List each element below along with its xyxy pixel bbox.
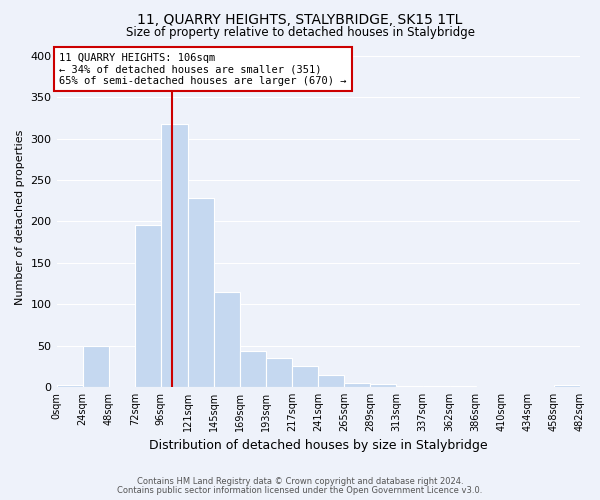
- Bar: [422, 386, 449, 387]
- Bar: [161, 124, 188, 387]
- Bar: [370, 384, 397, 387]
- Text: Size of property relative to detached houses in Stalybridge: Size of property relative to detached ho…: [125, 26, 475, 39]
- Bar: [344, 383, 370, 387]
- Bar: [449, 386, 476, 387]
- Y-axis label: Number of detached properties: Number of detached properties: [15, 130, 25, 305]
- Bar: [83, 346, 109, 387]
- Text: Contains HM Land Registry data © Crown copyright and database right 2024.: Contains HM Land Registry data © Crown c…: [137, 477, 463, 486]
- Bar: [554, 386, 580, 387]
- Bar: [266, 358, 292, 387]
- Bar: [56, 386, 83, 387]
- Text: 11 QUARRY HEIGHTS: 106sqm
← 34% of detached houses are smaller (351)
65% of semi: 11 QUARRY HEIGHTS: 106sqm ← 34% of detac…: [59, 52, 347, 86]
- Bar: [188, 198, 214, 387]
- Bar: [397, 386, 422, 387]
- Bar: [135, 226, 161, 387]
- Text: Contains public sector information licensed under the Open Government Licence v3: Contains public sector information licen…: [118, 486, 482, 495]
- Bar: [318, 374, 344, 387]
- X-axis label: Distribution of detached houses by size in Stalybridge: Distribution of detached houses by size …: [149, 440, 488, 452]
- Bar: [240, 352, 266, 387]
- Text: 11, QUARRY HEIGHTS, STALYBRIDGE, SK15 1TL: 11, QUARRY HEIGHTS, STALYBRIDGE, SK15 1T…: [137, 12, 463, 26]
- Bar: [214, 292, 240, 387]
- Bar: [292, 366, 318, 387]
